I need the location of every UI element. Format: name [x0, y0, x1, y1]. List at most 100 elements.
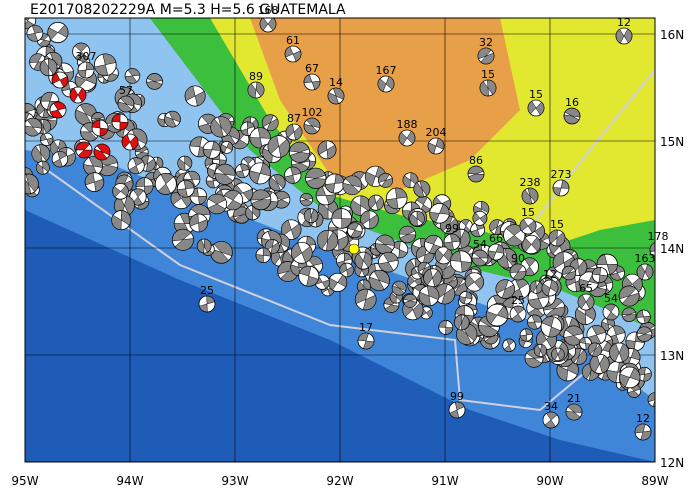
beachball	[609, 342, 630, 363]
beachball	[565, 403, 583, 421]
beachball	[285, 123, 303, 141]
ball-quadrant	[189, 213, 199, 227]
ball-quadrant	[194, 90, 206, 107]
ball-quadrant	[157, 118, 165, 127]
ball-quadrant	[527, 100, 537, 115]
ball-quadrant	[133, 188, 144, 198]
ball-quadrant	[226, 141, 233, 151]
beachball	[210, 240, 233, 264]
ball-quadrant	[519, 334, 528, 342]
depth-label: 89	[249, 70, 263, 83]
beachball	[303, 73, 321, 91]
ball-quadrant	[506, 338, 515, 346]
ball-quadrant	[29, 53, 43, 64]
beachball	[418, 285, 440, 307]
ball-quadrant	[198, 219, 208, 233]
beachball	[548, 229, 566, 247]
ball-quadrant	[557, 348, 565, 361]
depth-label: 54	[604, 292, 618, 305]
ball-quadrant	[544, 419, 556, 429]
beachball	[354, 251, 373, 270]
beachball	[634, 423, 652, 441]
beachball	[26, 24, 44, 42]
ball-quadrant	[368, 276, 385, 291]
ball-quadrant	[552, 251, 565, 269]
ball-quadrant	[599, 355, 610, 374]
beachball	[331, 208, 352, 229]
ball-quadrant	[326, 231, 339, 252]
ball-quadrant	[332, 87, 345, 100]
ball-quadrant	[563, 270, 577, 281]
ball-quadrant	[541, 283, 551, 297]
lat-label: 15N	[660, 135, 684, 149]
ball-quadrant	[310, 208, 319, 223]
lon-label: 90W	[536, 474, 563, 488]
beachball	[255, 247, 272, 264]
beachball	[259, 18, 277, 33]
beachball	[220, 140, 234, 154]
beachball	[196, 238, 212, 254]
ball-quadrant	[577, 294, 587, 309]
ball-quadrant	[245, 207, 254, 221]
ball-quadrant	[384, 304, 400, 313]
ball-quadrant	[636, 326, 652, 335]
ball-quadrant	[438, 320, 447, 328]
ball-quadrant	[418, 291, 431, 307]
ball-quadrant	[425, 308, 433, 319]
beachball	[541, 279, 559, 297]
ball-quadrant	[131, 128, 148, 145]
ball-quadrant	[251, 199, 272, 210]
beachball	[111, 210, 132, 231]
ball-quadrant	[609, 343, 620, 362]
beachball	[434, 246, 453, 265]
ball-quadrant	[474, 275, 484, 290]
beachball	[485, 303, 509, 327]
ball-quadrant	[450, 250, 462, 262]
beachball	[184, 85, 206, 107]
beachball	[602, 303, 620, 321]
beachball	[443, 233, 461, 251]
ball-quadrant	[77, 55, 90, 63]
ball-quadrant	[534, 225, 545, 240]
ball-quadrant	[25, 18, 30, 21]
ball-quadrant	[489, 219, 500, 232]
ball-quadrant	[454, 314, 463, 330]
ball-quadrant	[511, 313, 523, 323]
beachball	[390, 240, 409, 259]
beachball	[328, 272, 348, 293]
ball-quadrant	[223, 190, 240, 201]
ball-quadrant	[627, 390, 640, 398]
ball-quadrant	[503, 344, 513, 352]
beachball	[509, 305, 527, 323]
depth-label: 15	[529, 88, 543, 101]
ball-quadrant	[355, 288, 369, 304]
ball-quadrant	[386, 198, 399, 209]
beachball	[479, 79, 497, 97]
beachball	[235, 163, 250, 179]
ball-quadrant	[561, 266, 575, 276]
beachball	[459, 291, 473, 305]
ball-quadrant	[305, 178, 327, 189]
ball-quadrant	[261, 114, 274, 128]
ball-quadrant	[96, 143, 111, 156]
ball-quadrant	[202, 148, 213, 159]
beachball	[398, 129, 416, 147]
ball-quadrant	[459, 296, 467, 305]
beachball	[495, 279, 516, 299]
ball-quadrant	[112, 186, 121, 198]
lat-label: 14N	[660, 242, 684, 256]
depth-label: 12	[617, 16, 631, 29]
ball-quadrant	[471, 257, 487, 267]
ball-quadrant	[524, 358, 542, 368]
ball-quadrant	[413, 182, 425, 198]
ball-quadrant	[255, 254, 264, 263]
ball-quadrant	[298, 265, 312, 277]
ball-quadrant	[618, 343, 630, 363]
ball-quadrant	[337, 274, 348, 288]
beachball	[25, 117, 43, 137]
ball-quadrant	[127, 68, 141, 77]
ball-quadrant	[102, 53, 117, 66]
beachball	[477, 47, 495, 65]
ball-quadrant	[434, 248, 444, 263]
beachball	[127, 157, 145, 175]
